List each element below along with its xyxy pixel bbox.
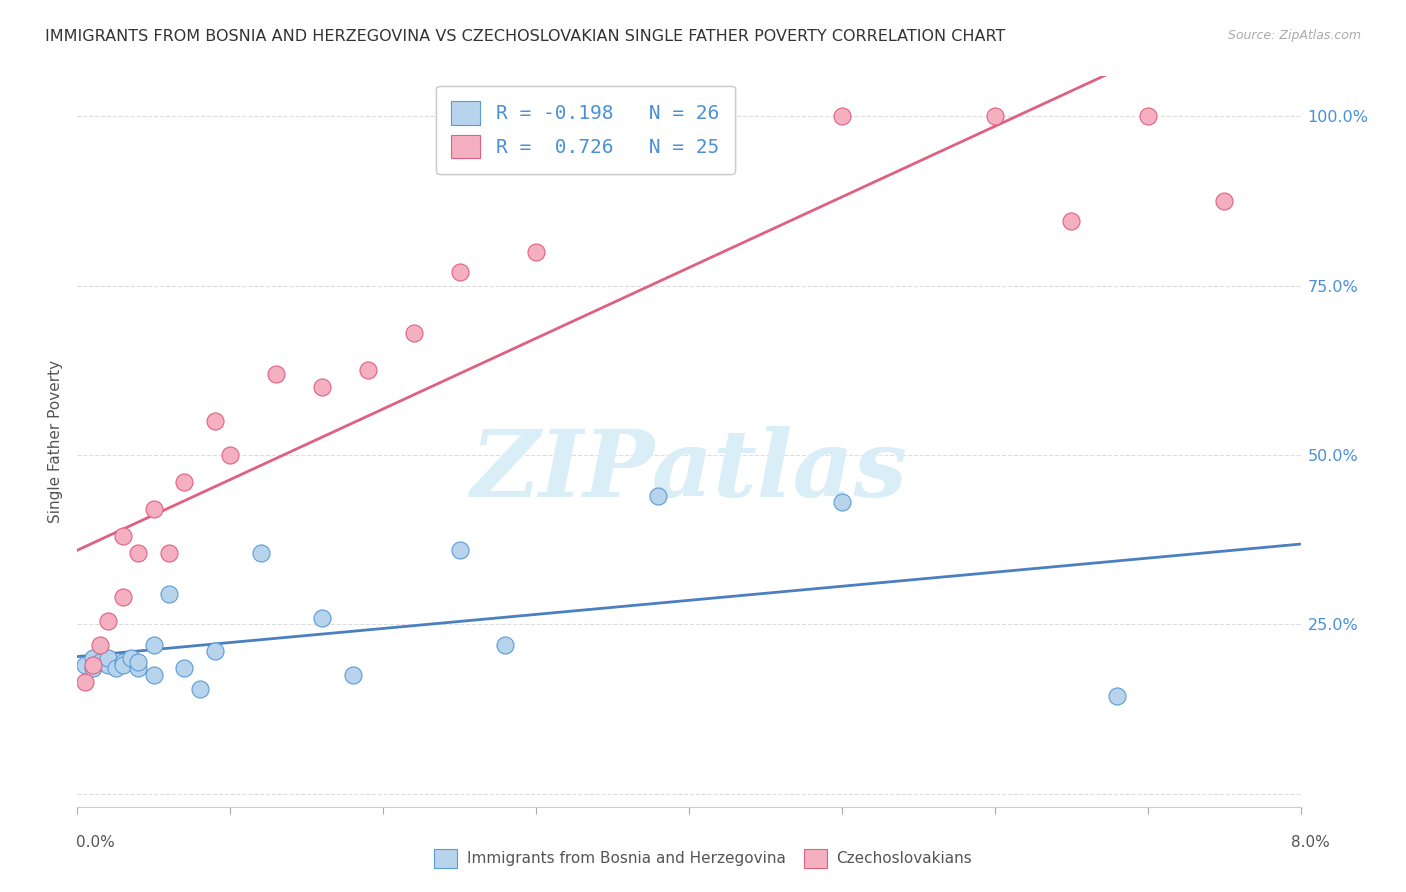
Point	[127, 661, 149, 675]
Text: 0.0%: 0.0%	[76, 836, 115, 850]
Point	[89, 638, 111, 652]
Point	[204, 414, 226, 428]
Point	[97, 614, 120, 628]
Point	[157, 587, 180, 601]
Point	[495, 638, 517, 652]
Point	[449, 265, 471, 279]
Point	[104, 661, 127, 675]
Point	[204, 644, 226, 658]
Point	[89, 655, 111, 669]
Point	[250, 546, 273, 560]
Point	[82, 658, 104, 673]
Point	[173, 661, 195, 675]
Point	[112, 591, 135, 605]
Point	[157, 546, 180, 560]
Point	[311, 380, 333, 394]
Point	[602, 110, 624, 124]
Point	[73, 675, 96, 690]
Text: 8.0%: 8.0%	[1291, 836, 1330, 850]
Point	[127, 546, 149, 560]
Point	[449, 542, 471, 557]
Point	[127, 655, 149, 669]
Point	[142, 638, 165, 652]
Point	[112, 658, 135, 673]
Point	[831, 495, 853, 509]
Point	[1107, 689, 1129, 703]
Point	[1213, 194, 1236, 208]
Point	[97, 651, 120, 665]
Point	[82, 661, 104, 675]
Point	[357, 363, 380, 377]
Point	[120, 651, 142, 665]
Point	[402, 326, 425, 341]
Point	[112, 529, 135, 543]
Point	[831, 110, 853, 124]
Point	[1060, 214, 1083, 228]
Text: Source: ZipAtlas.com: Source: ZipAtlas.com	[1227, 29, 1361, 42]
Legend: Immigrants from Bosnia and Herzegovina, Czechoslovakians: Immigrants from Bosnia and Herzegovina, …	[429, 843, 977, 873]
Point	[73, 658, 96, 673]
Y-axis label: Single Father Poverty: Single Father Poverty	[48, 360, 63, 523]
Point	[112, 655, 135, 669]
Point	[219, 448, 242, 462]
Point	[264, 367, 287, 381]
Point	[984, 110, 1007, 124]
Point	[1136, 110, 1159, 124]
Point	[524, 244, 547, 259]
Point	[342, 668, 364, 682]
Point	[97, 658, 120, 673]
Text: ZIPatlas: ZIPatlas	[471, 425, 907, 516]
Point	[173, 475, 195, 490]
Point	[647, 489, 669, 503]
Legend: R = -0.198   N = 26, R =  0.726   N = 25: R = -0.198 N = 26, R = 0.726 N = 25	[436, 86, 735, 174]
Point	[311, 610, 333, 624]
Point	[188, 681, 211, 696]
Point	[678, 110, 700, 124]
Text: IMMIGRANTS FROM BOSNIA AND HERZEGOVINA VS CZECHOSLOVAKIAN SINGLE FATHER POVERTY : IMMIGRANTS FROM BOSNIA AND HERZEGOVINA V…	[45, 29, 1005, 44]
Point	[142, 502, 165, 516]
Point	[82, 651, 104, 665]
Point	[142, 668, 165, 682]
